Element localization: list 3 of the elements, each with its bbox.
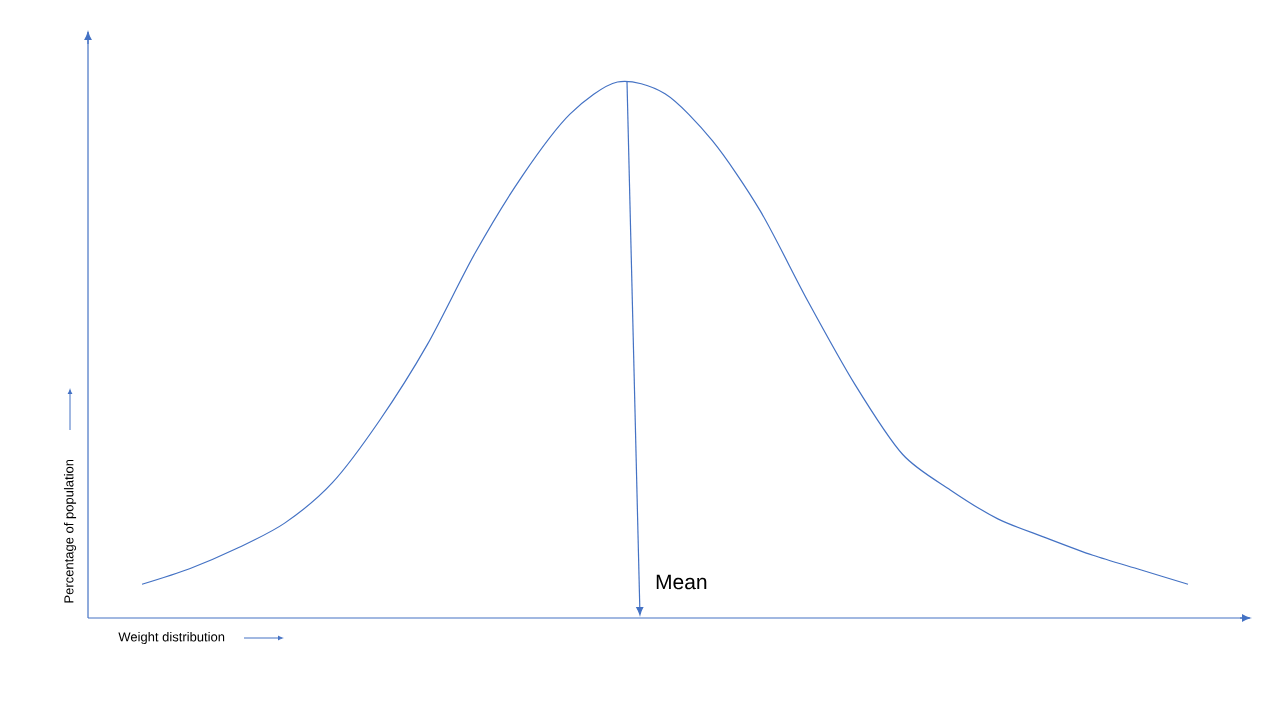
- y-axis-title: Percentage of population: [63, 459, 77, 603]
- x-axis-title: Weight distribution: [118, 631, 225, 645]
- annotation: Mean: [656, 574, 707, 590]
